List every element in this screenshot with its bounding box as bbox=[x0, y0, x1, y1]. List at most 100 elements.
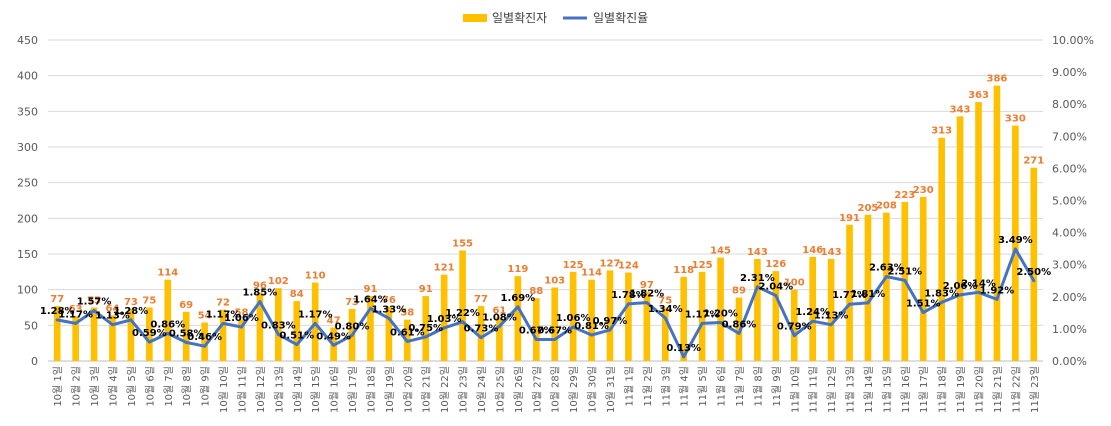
x-axis-tick-label: 10월 6일 bbox=[144, 366, 156, 407]
x-axis-tick-label: 10월 20일 bbox=[402, 366, 414, 413]
x-axis-tick-label: 10월 12일 bbox=[255, 366, 267, 413]
bar bbox=[864, 214, 872, 361]
line-value-label: 1.13% bbox=[814, 311, 849, 322]
bar-value-label: 330 bbox=[1005, 114, 1026, 125]
x-axis-tick-label: 10월 22일 bbox=[439, 366, 451, 413]
right-axis-tick-label: 8.00% bbox=[1052, 98, 1087, 111]
line-point bbox=[74, 321, 78, 325]
line-value-label: 1.03% bbox=[427, 314, 462, 325]
x-axis-tick-label: 10월 31일 bbox=[605, 366, 617, 413]
x-axis-tick-label: 10월 24일 bbox=[476, 366, 488, 413]
bar bbox=[661, 307, 669, 361]
line-value-label: 2.06% bbox=[943, 281, 978, 292]
x-axis-tick-label: 10월 26일 bbox=[513, 366, 525, 413]
bar bbox=[311, 282, 319, 361]
bar-value-label: 125 bbox=[692, 260, 713, 271]
right-y-axis: 0.00% 1.00% 2.00% 3.00% 4.00% 5.00% 6.00% 7.00%… bbox=[1052, 34, 1094, 368]
bar bbox=[90, 307, 98, 361]
x-axis-tick-label: 10월 8일 bbox=[181, 366, 193, 407]
bar bbox=[53, 306, 61, 361]
line-data-labels: 1.28%1.17%1.57%1.13%1.28%0.59%0.86%0.58%… bbox=[40, 235, 1051, 354]
line-point bbox=[295, 343, 299, 347]
bar bbox=[938, 137, 945, 361]
bar-value-label: 103 bbox=[544, 276, 565, 287]
bar-value-label: 77 bbox=[474, 294, 488, 305]
bar-value-label: 114 bbox=[157, 268, 178, 279]
x-axis-tick-label: 10월 5일 bbox=[126, 366, 138, 407]
line-value-label: 1.20% bbox=[703, 308, 738, 319]
bar-value-label: 223 bbox=[894, 190, 915, 201]
line-point bbox=[848, 302, 852, 306]
x-axis-tick-label: 11월 8일 bbox=[752, 366, 764, 407]
bar-value-label: 97 bbox=[640, 280, 654, 291]
bar-value-label: 102 bbox=[268, 276, 289, 287]
line-value-label: 0.86% bbox=[722, 319, 757, 330]
bar-value-label: 230 bbox=[913, 185, 934, 196]
line-point bbox=[129, 318, 133, 322]
line-point bbox=[792, 334, 796, 338]
line-point bbox=[829, 323, 833, 327]
line-point bbox=[166, 331, 170, 335]
line-value-label: 1.17% bbox=[685, 309, 720, 320]
x-axis-tick-label: 10월 15일 bbox=[310, 366, 322, 413]
line-value-label: 1.17% bbox=[298, 309, 333, 320]
bar bbox=[588, 279, 595, 361]
bar-value-label: 127 bbox=[600, 258, 621, 269]
bar-value-label: 143 bbox=[821, 247, 842, 258]
right-axis-tick-label: 5.00% bbox=[1052, 195, 1087, 208]
bar-value-label: 119 bbox=[507, 264, 528, 275]
bar bbox=[72, 316, 79, 361]
x-axis-tick-label: 11월 18일 bbox=[937, 366, 949, 413]
line-point bbox=[866, 301, 870, 305]
bar-value-label: 114 bbox=[581, 268, 602, 279]
line-value-label: 0.67% bbox=[519, 325, 554, 336]
x-axis-tick-label: 10월 1일 bbox=[52, 366, 64, 407]
bar-value-label: 118 bbox=[673, 265, 694, 276]
bar bbox=[569, 271, 577, 361]
right-axis-tick-label: 1.00% bbox=[1052, 323, 1087, 336]
bar-value-label: 64 bbox=[106, 303, 120, 314]
line-value-label: 0.61% bbox=[390, 327, 425, 338]
bar-value-label: 73 bbox=[345, 297, 359, 308]
line-point bbox=[755, 285, 759, 289]
bar bbox=[717, 257, 724, 361]
x-axis-tick-label: 11월 20일 bbox=[974, 366, 986, 413]
left-axis-tick-label: 350 bbox=[17, 105, 38, 118]
x-axis-tick-label: 11월 15일 bbox=[881, 366, 893, 413]
bar-value-label: 76 bbox=[382, 295, 396, 306]
x-axis-tick-label: 10월 4일 bbox=[107, 366, 119, 407]
line-point bbox=[147, 340, 151, 344]
gridlines bbox=[48, 39, 1043, 362]
x-axis-tick-label: 11월 4일 bbox=[679, 366, 691, 407]
line-value-label: 1.08% bbox=[482, 312, 517, 323]
x-axis-tick-label: 10월 29일 bbox=[568, 366, 580, 413]
x-axis-tick-label: 11월 11일 bbox=[808, 366, 820, 413]
x-axis-tick-label: 11월 13일 bbox=[845, 366, 857, 413]
line-value-label: 0.73% bbox=[464, 324, 499, 335]
x-axis-tick-label: 11월 3일 bbox=[660, 366, 672, 407]
bar bbox=[219, 309, 227, 361]
bar bbox=[827, 258, 835, 361]
x-axis-tick-label: 10월 10일 bbox=[218, 366, 230, 413]
bar-value-label: 69 bbox=[179, 300, 193, 311]
line-value-label: 1.17% bbox=[206, 309, 241, 320]
bar-value-label: 145 bbox=[710, 246, 731, 257]
left-axis-tick-label: 150 bbox=[17, 248, 38, 261]
line-point bbox=[534, 337, 538, 341]
bar-value-label: 77 bbox=[50, 294, 64, 305]
bar bbox=[993, 85, 1001, 362]
bar bbox=[385, 306, 393, 361]
line-value-label: 2.04% bbox=[758, 282, 793, 293]
x-axis-tick-label: 10월 17일 bbox=[347, 366, 359, 413]
line-point bbox=[719, 320, 723, 324]
line-value-label: 1.34% bbox=[648, 304, 683, 315]
bar-value-label: 72 bbox=[216, 298, 230, 309]
x-axis-tick-label: 11월 2일 bbox=[642, 366, 654, 407]
line-point bbox=[700, 321, 704, 325]
line-value-label: 1.57% bbox=[77, 297, 112, 308]
x-axis-tick-label: 10월 11일 bbox=[236, 366, 248, 413]
x-axis-tick-label: 10월 13일 bbox=[273, 366, 285, 413]
bar bbox=[275, 288, 282, 361]
line-value-label: 1.92% bbox=[980, 285, 1015, 296]
x-axis-tick-label: 10월 23일 bbox=[458, 366, 470, 413]
